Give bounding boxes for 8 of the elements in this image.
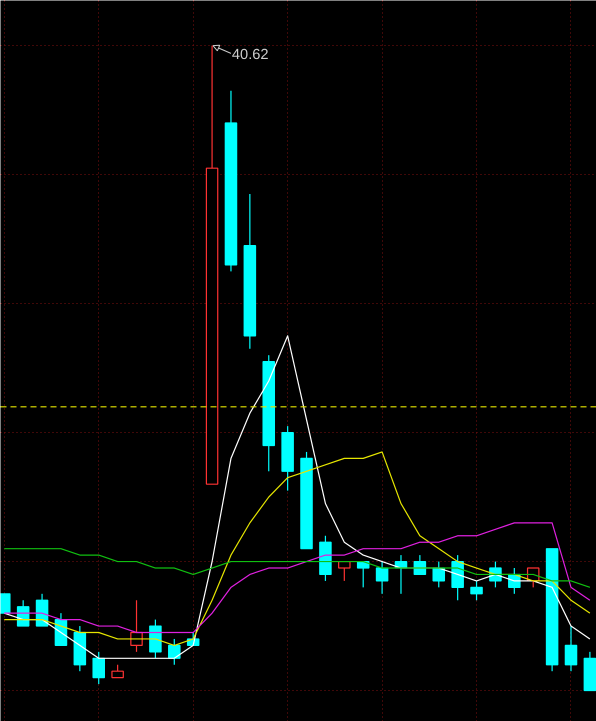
candlestick [376, 560, 388, 594]
candlestick [414, 554, 426, 576]
candlestick [111, 664, 124, 678]
candlestick [92, 651, 105, 685]
candlestick [470, 580, 483, 601]
annotation: 40.62 [232, 46, 269, 63]
candlestick [564, 625, 578, 672]
candlestick [130, 600, 143, 652]
